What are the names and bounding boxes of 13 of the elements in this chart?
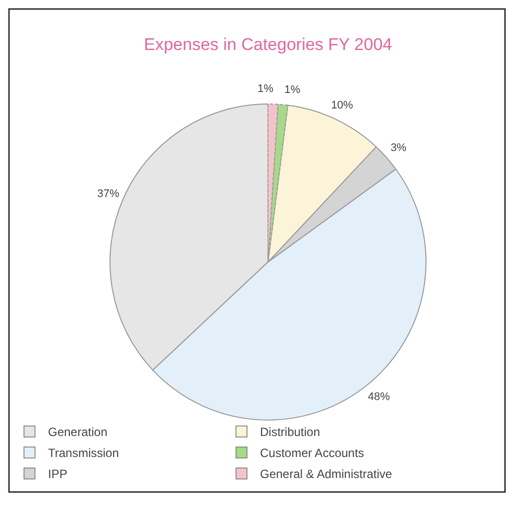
data-label: 1% bbox=[258, 83, 274, 96]
data-label: 3% bbox=[390, 142, 407, 154]
legend-label: General & Administrative bbox=[260, 467, 392, 481]
data-label: 10% bbox=[331, 100, 354, 112]
legend-label: Generation bbox=[48, 425, 108, 439]
data-label: 1% bbox=[284, 84, 301, 96]
legend-label: Transmission bbox=[48, 446, 119, 460]
legend-label: Customer Accounts bbox=[260, 446, 364, 460]
legend-label: IPP bbox=[48, 467, 68, 481]
data-label: 37% bbox=[97, 188, 120, 200]
legend-label: Distribution bbox=[260, 425, 320, 439]
chart-title: Expenses in Categories FY 2004 bbox=[144, 35, 392, 54]
data-label: 48% bbox=[368, 391, 390, 404]
